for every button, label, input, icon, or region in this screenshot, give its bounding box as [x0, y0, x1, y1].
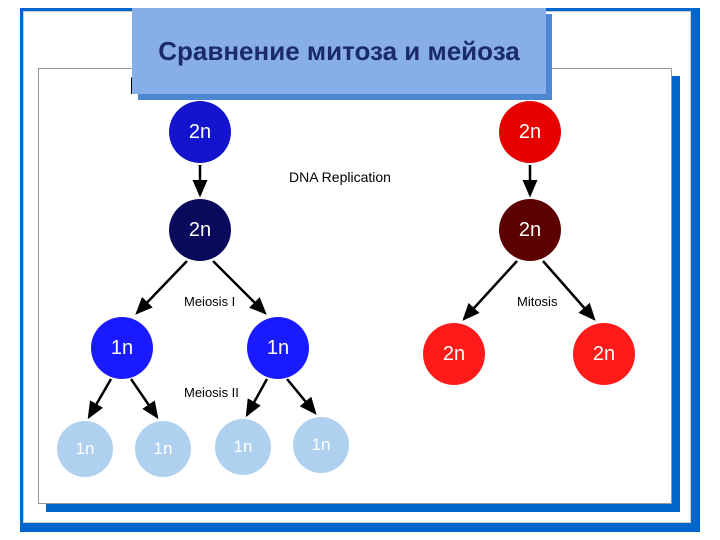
replication-label: DNA Replication — [289, 169, 391, 185]
meiosis1-label: Meiosis I — [184, 294, 235, 309]
mitosis-node-3: 2n — [423, 323, 485, 385]
title-box: Сравнение митоза и мейоза — [132, 8, 546, 94]
node-text: 2n — [189, 121, 211, 144]
mitosis-stage-label: Mitosis — [517, 294, 557, 309]
meiosis-node-6: 1n — [135, 421, 191, 477]
mitosis-node-4: 2n — [573, 323, 635, 385]
node-text: 1n — [76, 439, 95, 459]
arrows-svg — [39, 69, 673, 505]
node-text: 1n — [154, 439, 173, 459]
node-text: 1n — [312, 435, 331, 455]
node-text: 1n — [111, 337, 133, 360]
meiosis-node-1: 2n — [169, 101, 231, 163]
node-text: 2n — [593, 343, 615, 366]
node-text: 2n — [519, 219, 541, 242]
node-text: 2n — [519, 121, 541, 144]
mitosis-node-2: 2n — [499, 199, 561, 261]
meiosis-node-8: 1n — [293, 417, 349, 473]
node-text: 1n — [267, 337, 289, 360]
meiosis-node-4: 1n — [247, 317, 309, 379]
meiosis-node-2: 2n — [169, 199, 231, 261]
mitosis-node-1: 2n — [499, 101, 561, 163]
meiosis-node-7: 1n — [215, 419, 271, 475]
meiosis2-label: Meiosis II — [184, 385, 239, 400]
node-text: 1n — [234, 437, 253, 457]
node-text: 2n — [189, 219, 211, 242]
diagram-area: Meiosis Mitosis DNA Replication Meiosis … — [38, 68, 672, 504]
node-text: 2n — [443, 343, 465, 366]
page-title: Сравнение митоза и мейоза — [158, 37, 520, 66]
meiosis-node-5: 1n — [57, 421, 113, 477]
meiosis-node-3: 1n — [91, 317, 153, 379]
